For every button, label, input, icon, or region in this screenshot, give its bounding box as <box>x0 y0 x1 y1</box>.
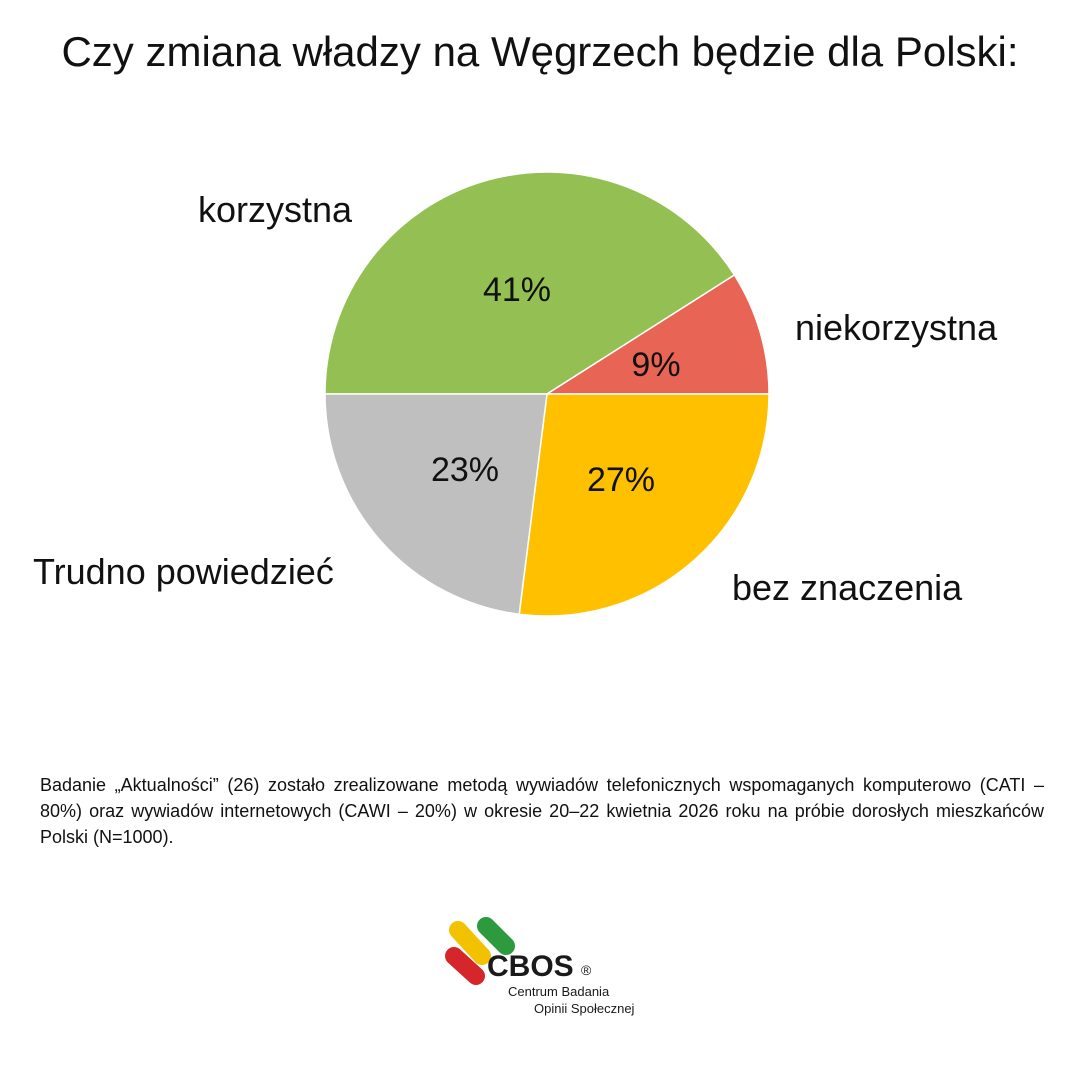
chart-title: Czy zmiana władzy na Węgrzech będzie dla… <box>61 28 1019 75</box>
logo-subtitle-line2: Opinii Społecznej <box>534 1001 635 1016</box>
pie-slice-niekorzystna <box>544 274 770 395</box>
pie-slice-trudno-powiedzieć <box>324 393 548 616</box>
category-label: Trudno powiedzieć <box>33 551 334 592</box>
methodology-note: Badanie „Aktualności” (26) zostało zreal… <box>40 775 1044 847</box>
percent-label: 27% <box>587 461 655 499</box>
percent-label: 9% <box>631 346 680 384</box>
category-label: korzystna <box>198 189 353 230</box>
category-labels: korzystna niekorzystna bez znaczenia Trudno… <box>33 189 998 608</box>
percent-label: 23% <box>431 451 499 489</box>
pie-chart: 41% 9% 27% 23% korzystna niekorzystna bez zna… <box>33 171 998 617</box>
logo-bar-green <box>477 917 515 955</box>
category-label: niekorzystna <box>795 307 998 348</box>
percent-labels: 41% 9% 27% 23% <box>431 271 681 499</box>
logo-name: CBOS <box>487 950 574 983</box>
pie-slice-korzystna <box>324 171 736 395</box>
logo-subtitle-line1: Centrum Badania <box>508 984 610 999</box>
percent-label: 41% <box>483 271 551 309</box>
pie-slices <box>324 171 770 617</box>
pie-slice-bez-znaczenia <box>518 393 770 617</box>
cbos-logo-icon <box>445 917 515 985</box>
category-label: bez znaczenia <box>732 567 963 608</box>
logo-bar-yellow <box>449 921 491 965</box>
logo-registered-mark: ® <box>581 962 592 978</box>
logo-bar-red <box>445 947 485 985</box>
